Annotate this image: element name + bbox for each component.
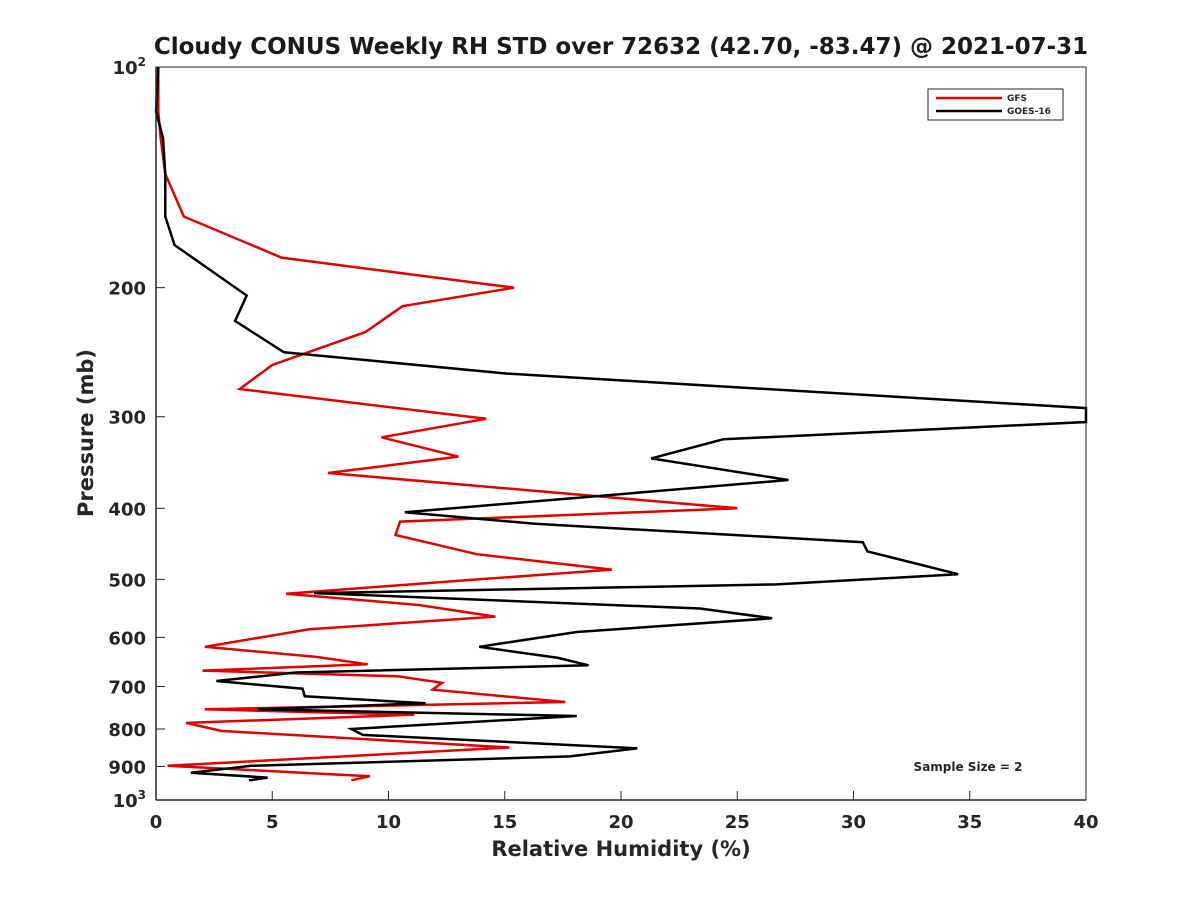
x-tick-label: 20	[608, 812, 633, 833]
x-tick-label: 25	[725, 812, 750, 833]
y-tick-label: 500	[108, 570, 146, 591]
x-tick-label: 40	[1073, 812, 1098, 833]
sample-size-annotation: Sample Size = 2	[914, 760, 1023, 774]
x-tick-label: 5	[266, 812, 279, 833]
y-axis-ticks: 102 200 300 400 500 600 700 800 900 103	[108, 55, 165, 812]
chart-title: Cloudy CONUS Weekly RH STD over 72632 (4…	[154, 34, 1088, 60]
legend-box	[927, 88, 1064, 121]
x-tick-label: 10	[376, 812, 401, 833]
y-axis-label: Pressure (mb)	[74, 349, 98, 517]
legend-label-goes16: GOES-16	[1007, 107, 1051, 117]
y-tick-label: 300	[108, 408, 146, 429]
series-line-gfs	[157, 67, 738, 782]
y-tick-label: 800	[108, 720, 146, 741]
y-tick-label: 900	[108, 757, 146, 778]
series-layer	[154, 66, 1088, 782]
x-axis-label: Relative Humidity (%)	[491, 837, 750, 861]
y-tick-label: 400	[108, 499, 146, 520]
x-tick-label: 35	[957, 812, 982, 833]
plot-area	[155, 66, 1087, 801]
x-tick-label: 30	[841, 812, 866, 833]
series-line-goes16	[154, 66, 1088, 782]
y-tick-label: 700	[108, 677, 146, 698]
y-tick-label: 600	[108, 628, 146, 649]
x-tick-label: 0	[150, 812, 163, 833]
x-axis-ticks: 0 5 10 15 20 25 30 35 40	[150, 791, 1099, 833]
legend-label-gfs: GFS	[1007, 94, 1027, 104]
x-tick-label: 15	[492, 812, 517, 833]
y-tick-label: 102	[113, 55, 146, 79]
y-tick-label: 103	[113, 788, 146, 812]
legend: GFS GOES-16	[927, 88, 1064, 121]
y-tick-label: 200	[108, 279, 146, 300]
